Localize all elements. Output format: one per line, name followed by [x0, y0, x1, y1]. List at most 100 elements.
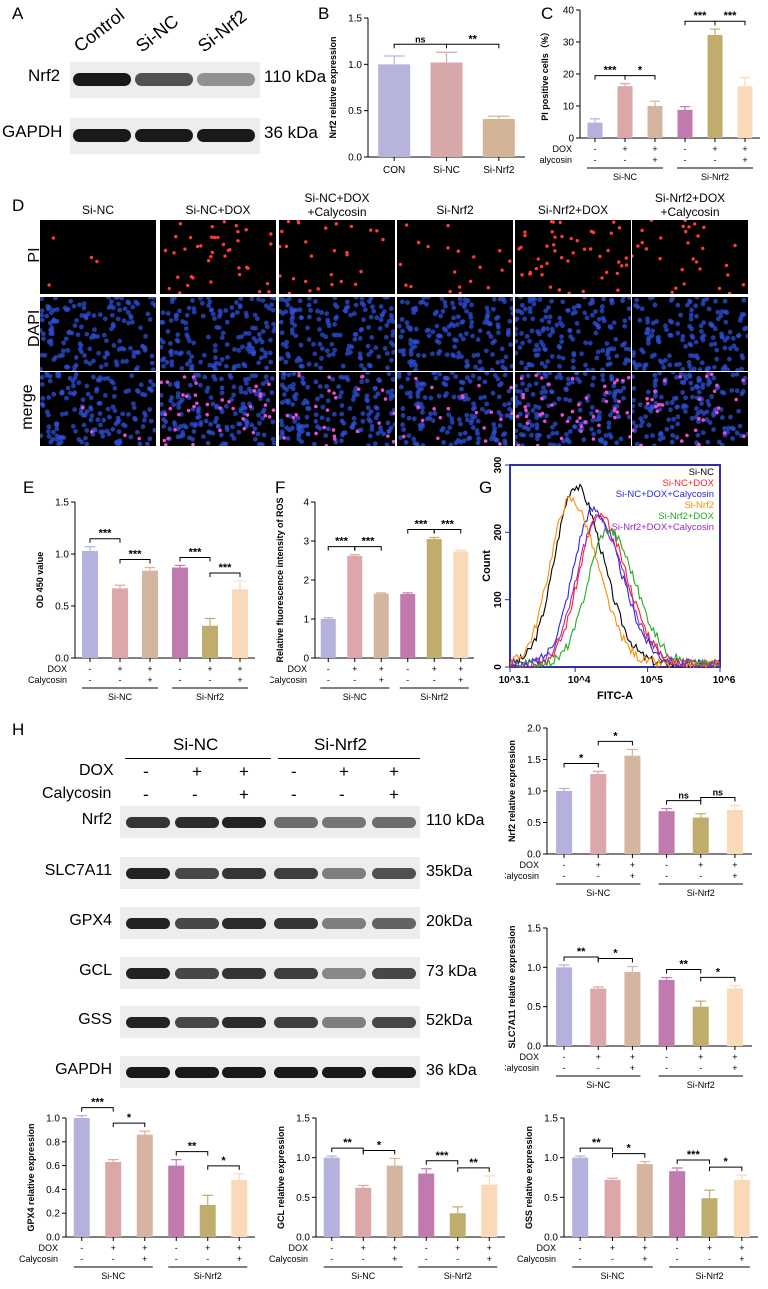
- pi-nucleus: [550, 230, 554, 234]
- dapi-nucleus: [101, 332, 107, 338]
- dapi-nucleus: [464, 412, 470, 418]
- calycosin-sign: -: [597, 871, 600, 881]
- dox-sign: -: [665, 1052, 668, 1062]
- dapi-nucleus: [743, 325, 749, 331]
- dox-sign: -: [406, 664, 409, 674]
- micro-image-canvas: [158, 295, 278, 373]
- dapi-nucleus: [563, 386, 569, 392]
- pi-nucleus: [694, 260, 699, 264]
- dapi-nucleus: [495, 376, 501, 382]
- merge-nucleus: [613, 380, 617, 385]
- merge-nucleus: [460, 393, 465, 398]
- dapi-nucleus: [152, 427, 158, 433]
- dapi-nucleus: [316, 316, 322, 322]
- dapi-nucleus: [306, 314, 312, 320]
- dapi-nucleus: [637, 402, 643, 408]
- dapi-nucleus: [312, 299, 318, 304]
- dapi-nucleus: [296, 427, 302, 433]
- dox-sign: +: [630, 1052, 635, 1062]
- pi-nucleus: [701, 246, 705, 251]
- dapi-nucleus: [332, 321, 338, 327]
- dapi-nucleus: [735, 333, 741, 339]
- calycosin-sign: -: [708, 1254, 711, 1264]
- dapi-nucleus: [314, 424, 320, 430]
- dapi-nucleus: [240, 401, 246, 407]
- dox-sign: +: [237, 1243, 242, 1253]
- dapi-nucleus: [452, 337, 457, 343]
- dapi-nucleus: [336, 384, 342, 390]
- bar: [355, 1187, 372, 1237]
- y-axis-label: SLC7A11 relative expression: [507, 925, 517, 1048]
- dapi-nucleus: [376, 377, 381, 383]
- chart-e-od450: 0.00.51.01.5OD 450 value****** ******DOXC…: [28, 498, 255, 702]
- bar: [172, 567, 188, 658]
- calycosin-sign: -: [192, 785, 198, 804]
- dapi-nucleus: [714, 356, 720, 362]
- pi-nucleus: [51, 236, 56, 240]
- dapi-nucleus: [722, 365, 728, 371]
- dox-sign: -: [327, 664, 330, 674]
- group-label: Si-Nrf2: [687, 888, 715, 898]
- dapi-nucleus: [657, 370, 662, 376]
- dapi-nucleus: [520, 381, 525, 387]
- dapi-nucleus: [276, 356, 282, 362]
- dapi-nucleus: [63, 364, 69, 370]
- dapi-nucleus: [706, 306, 712, 312]
- dapi-nucleus: [688, 316, 694, 322]
- dapi-nucleus: [46, 395, 52, 400]
- dapi-nucleus: [42, 352, 48, 358]
- dapi-nucleus: [738, 315, 744, 321]
- calycosin-sign: -: [179, 675, 182, 685]
- merge-nucleus: [742, 434, 746, 439]
- blot-band: [126, 968, 170, 979]
- dapi-nucleus: [593, 330, 599, 336]
- dapi-nucleus: [522, 316, 528, 322]
- dapi-nucleus: [482, 394, 487, 400]
- merge-nucleus: [604, 399, 609, 404]
- dapi-nucleus: [177, 308, 182, 314]
- dapi-nucleus: [150, 367, 156, 373]
- group-label: Si-NC: [586, 1080, 610, 1090]
- bar: [658, 811, 675, 854]
- dapi-nucleus: [596, 429, 602, 434]
- dapi-nucleus: [470, 406, 476, 412]
- y-axis-label: PI positive cells（%）: [540, 27, 550, 121]
- micro-image-pi: [397, 220, 513, 295]
- dapi-nucleus: [666, 353, 672, 359]
- dapi-nucleus: [227, 373, 233, 378]
- dapi-nucleus: [72, 390, 78, 396]
- dapi-nucleus: [520, 340, 526, 346]
- pi-nucleus: [558, 220, 562, 225]
- bar: [701, 1198, 718, 1237]
- bar: [378, 64, 411, 157]
- dapi-nucleus: [305, 431, 311, 437]
- dapi-nucleus: [543, 374, 549, 379]
- dox-sign: -: [425, 1243, 428, 1253]
- dapi-nucleus: [259, 339, 265, 345]
- y-tick-label: 1.5: [55, 498, 69, 509]
- dapi-nucleus: [726, 356, 732, 362]
- dapi-nucleus: [534, 425, 540, 431]
- dapi-nucleus: [83, 314, 89, 320]
- blot-band: [274, 868, 318, 879]
- calycosin-sign: -: [112, 1254, 115, 1264]
- dapi-nucleus: [529, 432, 534, 438]
- dapi-nucleus: [384, 323, 390, 328]
- dapi-nucleus: [486, 330, 491, 336]
- dapi-nucleus: [574, 370, 579, 376]
- dapi-nucleus: [498, 413, 504, 418]
- treat-label-calycosin: Calycosin: [28, 675, 67, 685]
- dapi-nucleus: [369, 423, 375, 429]
- dapi-nucleus: [470, 425, 476, 430]
- dapi-nucleus: [73, 362, 79, 368]
- pi-nucleus: [609, 231, 614, 235]
- dapi-nucleus: [549, 326, 555, 332]
- micro-image-merge: [277, 370, 398, 449]
- y-axis-label: GCL relative expression: [276, 1126, 286, 1229]
- dapi-nucleus: [126, 411, 131, 417]
- pi-nucleus: [686, 241, 690, 245]
- dapi-nucleus: [359, 295, 365, 301]
- dapi-nucleus: [379, 312, 385, 318]
- dox-sign: -: [89, 664, 92, 674]
